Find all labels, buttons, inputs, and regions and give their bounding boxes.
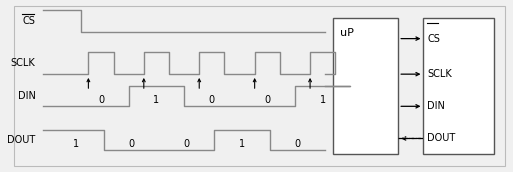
Text: uP: uP — [340, 28, 354, 39]
Text: 1: 1 — [239, 138, 245, 149]
Text: 0: 0 — [128, 138, 134, 149]
Text: 1: 1 — [153, 95, 160, 105]
Text: 0: 0 — [294, 138, 301, 149]
Text: 0: 0 — [209, 95, 215, 105]
Text: SCLK: SCLK — [427, 69, 452, 79]
Text: 0: 0 — [98, 95, 104, 105]
Bar — [423, 18, 494, 154]
Text: 1: 1 — [73, 138, 79, 149]
Text: 1: 1 — [320, 95, 326, 105]
Text: DIN: DIN — [427, 101, 445, 111]
Text: DIN: DIN — [17, 91, 35, 101]
Text: DOUT: DOUT — [427, 133, 456, 143]
Bar — [333, 18, 398, 154]
Text: CS: CS — [23, 16, 35, 26]
Text: SCLK: SCLK — [11, 58, 35, 68]
Text: 0: 0 — [184, 138, 190, 149]
Text: CS: CS — [427, 34, 440, 44]
Text: 0: 0 — [264, 95, 270, 105]
Text: DOUT: DOUT — [7, 135, 35, 145]
